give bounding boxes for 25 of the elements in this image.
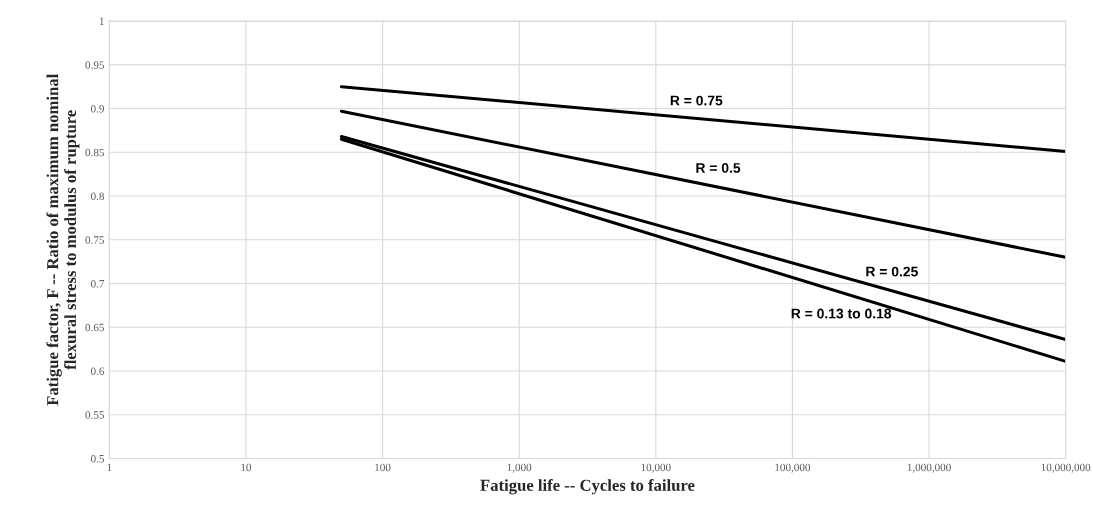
y-tick-label: 0.95 [85,61,104,69]
y-tick-label: 0.7 [90,279,105,288]
series-label: R = 0.5 [696,162,741,173]
series-label: R = 0.75 [670,95,723,106]
series-label: R = 0.13 to 0.18 [791,308,892,319]
x-tick-label: 1,000,000 [907,463,951,473]
y-tick-label: 0.5 [90,454,104,463]
x-tick-label: 100,000 [775,463,811,473]
y-tick-label: 0.8 [90,192,105,201]
y-tick-label: 0.85 [85,148,104,157]
y-tick-label: 1 [99,17,104,25]
x-tick-label: 1,000 [507,463,532,473]
x-tick-label: 100 [375,463,391,472]
y-tick-label: 0.6 [90,367,105,376]
x-tick-label: 10 [241,463,252,472]
y-axis-title: Fatigue factor, F -- Ratio of maximum nominal flexural stress to modulus of rupture [46,74,80,406]
y-tick-label: 0.55 [85,411,104,419]
series-label: R = 0.25 [866,266,918,277]
x-tick-label: 10,000 [641,463,671,473]
y-tick-label: 0.75 [85,236,104,244]
y-tick-label: 0.9 [90,105,104,113]
x-tick-label: 1 [107,463,112,472]
x-tick-label: 10,000,000 [1041,463,1091,473]
y-tick-label: 0.65 [85,323,104,332]
x-axis-title: Fatigue life -- Cycles to failure [480,478,695,495]
